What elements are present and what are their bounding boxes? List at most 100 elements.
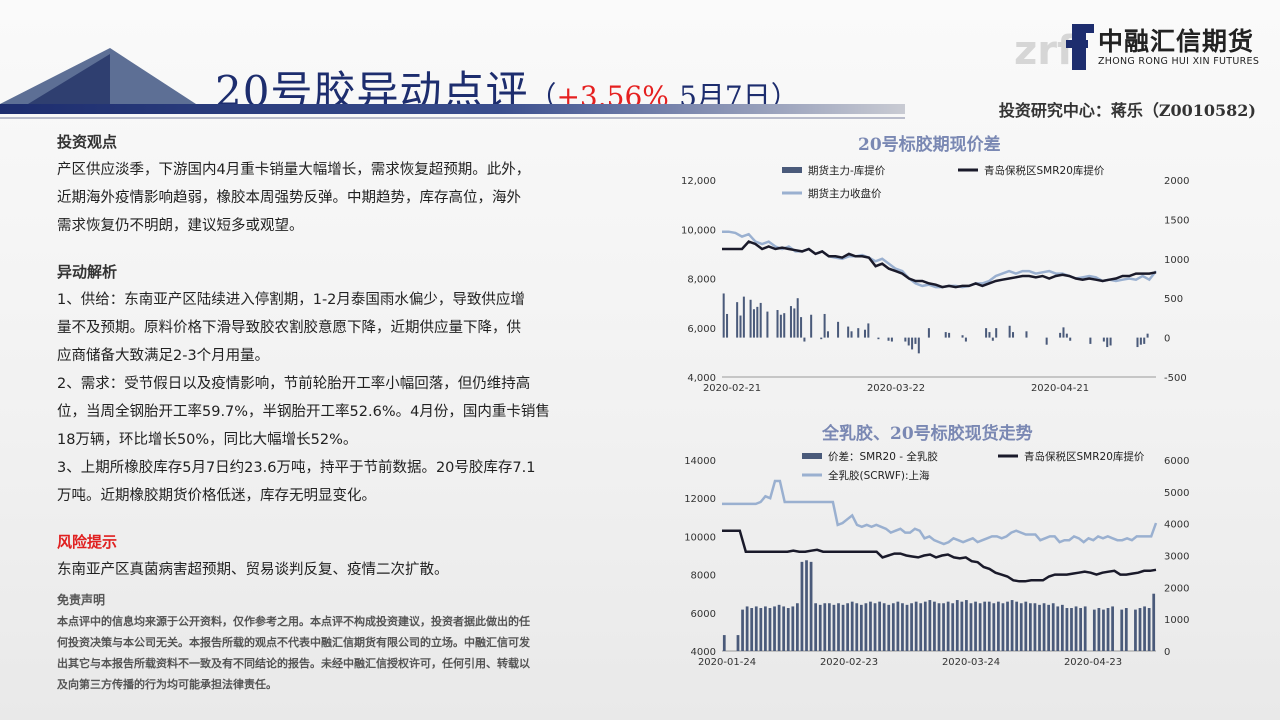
- bar: [850, 601, 854, 651]
- bar: [914, 601, 918, 651]
- bar: [810, 314, 813, 338]
- bar: [1136, 337, 1139, 348]
- bar: [928, 600, 932, 651]
- logo-text-en: ZHONG RONG HUI XIN FUTURES: [1098, 56, 1260, 67]
- bar: [919, 603, 923, 651]
- bar: [789, 306, 792, 338]
- bar: [983, 601, 987, 651]
- bar: [1015, 601, 1019, 651]
- legend-label: 全乳胶(SCRWF):上海: [828, 469, 930, 482]
- bar: [1006, 601, 1009, 651]
- left-axis-tick-label: 8000: [691, 571, 716, 582]
- bar: [814, 603, 818, 651]
- bar: [800, 561, 804, 651]
- bar: [726, 313, 729, 338]
- bar: [1028, 603, 1032, 651]
- bar: [791, 606, 795, 651]
- text-line: 18万辆，环比增长50%，同比大幅增长52%。: [57, 432, 358, 448]
- bar: [907, 337, 910, 346]
- bar: [823, 603, 827, 651]
- bar: [722, 293, 725, 338]
- bar: [1111, 606, 1114, 651]
- bar: [1083, 606, 1087, 651]
- bar: [914, 337, 917, 344]
- bar: [1106, 608, 1110, 651]
- bar: [826, 331, 829, 338]
- bar: [736, 302, 739, 338]
- bar: [796, 603, 799, 651]
- disclaimer-line: 何投资决策与本公司无关。本报告所载的观点不代表中融汇信期货有限公司的立场。中融汇…: [57, 636, 530, 649]
- text-line: 万吨。近期橡胶期货价格低迷，库存无明显变化。: [57, 488, 376, 504]
- bar: [1038, 604, 1041, 651]
- bar: [988, 332, 991, 338]
- right-axis-tick-label: 500: [1164, 294, 1183, 305]
- bar: [776, 310, 779, 338]
- bar: [1138, 608, 1142, 651]
- x-axis-tick-label: 2020-01-24: [698, 657, 756, 668]
- bar: [910, 603, 913, 651]
- bar: [739, 315, 742, 338]
- x-axis-tick-label: 2020-02-23: [820, 657, 878, 668]
- bar: [837, 603, 840, 651]
- bar: [1152, 593, 1156, 651]
- left-axis-tick-label: 14000: [684, 456, 716, 467]
- bar: [1010, 600, 1014, 651]
- right-axis-tick-label: 0: [1164, 647, 1170, 658]
- text-line: 产区供应淡季，下游国内4月重卡销量大幅增长，需求恢复超预期。此外，: [57, 162, 531, 178]
- disclaimer-section: 免责声明 本点评中的信息均来源于公开资料，仅作参考之用。本点评不构成投资建议，投…: [57, 590, 642, 695]
- bar: [832, 604, 836, 651]
- disclaimer-line: 出其它与本报告所载资料不一致及有不同结论的报告。未经中融汇信授权许可，任何引用、…: [57, 657, 530, 670]
- bar: [1097, 608, 1101, 651]
- bar: [1102, 337, 1105, 342]
- right-axis-tick-label: 6000: [1164, 456, 1189, 467]
- x-axis-tick-label: 2020-03-22: [867, 383, 925, 394]
- series-line-light: [722, 479, 1158, 546]
- bar: [969, 603, 973, 651]
- disclaimer-heading: 免责声明: [57, 593, 106, 607]
- bar: [965, 600, 968, 651]
- bar: [1092, 609, 1096, 651]
- bar: [782, 606, 786, 651]
- bar: [882, 603, 886, 651]
- bar: [1056, 606, 1060, 651]
- bar: [1045, 337, 1048, 345]
- bar: [857, 328, 860, 338]
- risk-heading: 风险提示: [57, 533, 118, 551]
- bar: [1059, 332, 1062, 338]
- text-line: 近期海外疫情影响趋弱，橡胶本周强势反弹。中期趋势，库存高位，海外: [57, 190, 521, 206]
- bar: [809, 561, 813, 651]
- bar: [777, 604, 781, 651]
- bar: [1033, 603, 1037, 651]
- x-axis-tick-label: 2020-02-21: [703, 383, 761, 394]
- bar: [837, 321, 840, 338]
- bar: [859, 604, 863, 651]
- chart2-title: 全乳胶、20号标胶现货走势: [822, 424, 1033, 444]
- bar: [887, 604, 891, 651]
- right-axis-tick-label: 5000: [1164, 488, 1189, 499]
- bar: [1143, 337, 1146, 344]
- investment-view-heading: 投资观点: [57, 133, 118, 151]
- bar: [745, 606, 749, 651]
- legend-swatch-bar: [782, 167, 802, 173]
- bar: [1024, 601, 1028, 651]
- text-line: 位，当周全钢胎开工率59.7%，半钢胎开工率52.6%。4月份，国内重卡销售: [57, 404, 550, 420]
- bar: [863, 329, 866, 338]
- left-axis-tick-label: 10000: [684, 532, 716, 543]
- left-axis-tick-label: 4,000: [687, 373, 716, 384]
- x-axis-tick-label: 2020-04-23: [1064, 657, 1122, 668]
- bar: [985, 328, 988, 338]
- bar: [877, 337, 880, 340]
- bar: [1109, 337, 1112, 346]
- left-axis-tick-label: 6,000: [687, 324, 716, 335]
- bar: [1065, 608, 1069, 651]
- bar: [823, 313, 826, 338]
- bar: [991, 337, 994, 341]
- bar: [847, 326, 850, 338]
- bar: [995, 328, 998, 338]
- bar: [901, 603, 904, 651]
- disclaimer-line: 本点评中的信息均来源于公开资料，仅作参考之用。本点评不构成投资建议，投资者据此做…: [57, 615, 530, 628]
- left-axis-tick-label: 4000: [691, 647, 716, 658]
- bar: [827, 603, 831, 651]
- bar: [1012, 332, 1015, 338]
- bar: [820, 337, 823, 340]
